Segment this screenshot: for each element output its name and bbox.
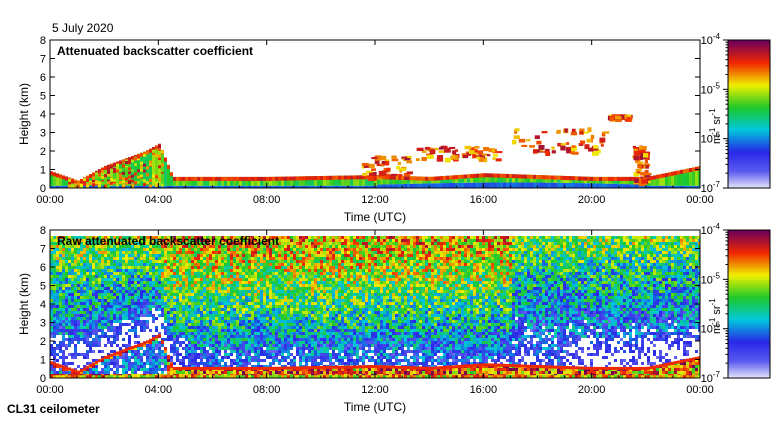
x-tick-label: 12:00 — [361, 194, 389, 206]
y-tick-label: 3 — [40, 318, 46, 330]
colorbar-2: 10-410-510-610-7m-1 sr-1 — [701, 222, 770, 385]
x-tick-label: 16:00 — [470, 384, 498, 396]
colorbar-tick-label: 10-7 — [701, 370, 721, 385]
x-tick-label: 12:00 — [361, 384, 389, 396]
y-tick-label: 1 — [40, 355, 46, 367]
y-tick-label: 7 — [40, 54, 46, 66]
colorbar-tick-label: 10-7 — [701, 180, 721, 195]
colorbar-1: 10-410-510-610-7m-1 sr-1 — [701, 32, 770, 195]
colorbar-unit-label: m-1 sr-1 — [708, 108, 723, 144]
x-tick-label: 20:00 — [578, 384, 606, 396]
y-tick-label: 4 — [40, 109, 46, 121]
colorbar-unit-label: m-1 sr-1 — [708, 298, 723, 334]
y-tick-label: 2 — [40, 146, 46, 158]
y-tick-label: 6 — [40, 72, 46, 84]
panel-title: Raw attenuated backscatter coefficient — [57, 234, 279, 248]
y-tick-label: 0 — [40, 373, 46, 385]
y-axis-label: Height (km) — [17, 83, 31, 145]
x-tick-label: 00:00 — [686, 194, 714, 206]
x-tick-label: 04:00 — [145, 194, 173, 206]
x-tick-label: 08:00 — [253, 194, 281, 206]
colorbar-tick-label: 10-4 — [701, 32, 721, 47]
y-tick-label: 5 — [40, 91, 46, 103]
y-tick-label: 5 — [40, 281, 46, 293]
y-tick-label: 8 — [40, 35, 46, 47]
y-tick-label: 3 — [40, 128, 46, 140]
x-axis-label: Time (UTC) — [344, 400, 406, 414]
x-tick-label: 00:00 — [36, 194, 64, 206]
colorbar-tick-label: 10-5 — [701, 81, 721, 96]
x-tick-label: 00:00 — [686, 384, 714, 396]
colorbar-tick-label: 10-4 — [701, 222, 721, 237]
y-tick-label: 7 — [40, 244, 46, 256]
y-tick-label: 6 — [40, 262, 46, 274]
y-axis-label: Height (km) — [17, 273, 31, 335]
x-tick-label: 16:00 — [470, 194, 498, 206]
x-tick-label: 04:00 — [145, 384, 173, 396]
date-label: 5 July 2020 — [52, 21, 113, 35]
x-tick-label: 08:00 — [253, 384, 281, 396]
y-tick-label: 0 — [40, 183, 46, 195]
x-axis-label: Time (UTC) — [344, 210, 406, 224]
x-tick-label: 00:00 — [36, 384, 64, 396]
x-tick-label: 20:00 — [578, 194, 606, 206]
y-tick-label: 2 — [40, 336, 46, 348]
y-tick-label: 8 — [40, 225, 46, 237]
instrument-label: CL31 ceilometer — [7, 402, 100, 416]
y-tick-label: 1 — [40, 165, 46, 177]
colorbar-tick-label: 10-5 — [701, 271, 721, 286]
y-tick-label: 4 — [40, 299, 46, 311]
panel-title: Attenuated backscatter coefficient — [57, 44, 253, 58]
